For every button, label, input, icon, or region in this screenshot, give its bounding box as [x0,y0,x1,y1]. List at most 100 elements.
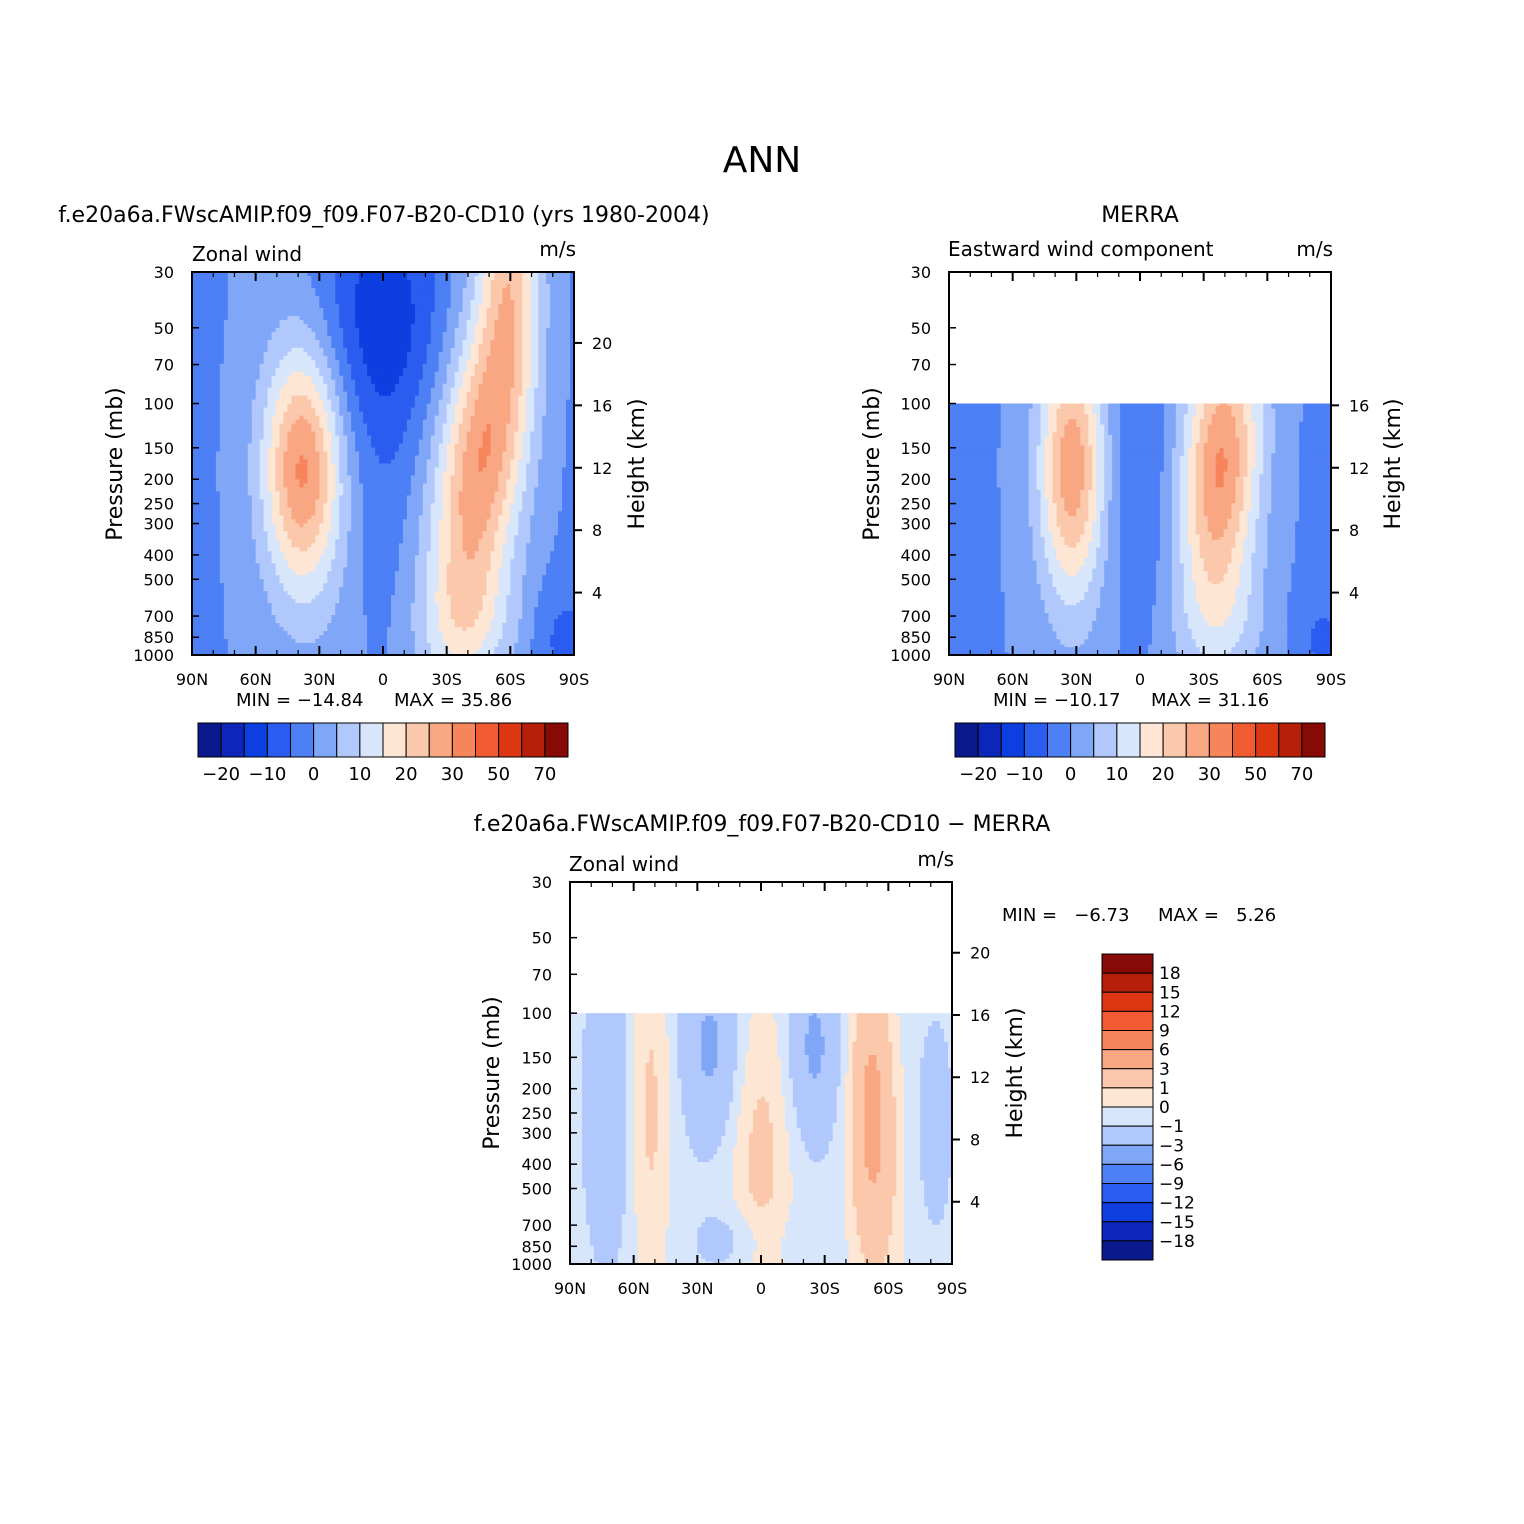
colorbar-label: −1 [1159,1117,1184,1137]
panel-2-ylabel: Pressure (mb) [860,387,885,541]
x-tick-label: 60S [873,1279,904,1298]
panel-1-title: f.e20a6a.FWscAMIP.f09_f09.F07-B20-CD10 (… [58,203,709,228]
colorbar-box [1101,1106,1154,1127]
y2-tick-label: 8 [970,1130,980,1149]
y-tick-label: 30 [154,263,174,282]
panel-3-units: m/s [917,847,954,871]
colorbar-box [1101,953,1154,974]
panel-1-ylabel: Pressure (mb) [103,387,128,541]
colorbar-box [1093,722,1118,758]
colorbar-box [1023,722,1048,758]
y-tick-label: 70 [911,356,931,375]
y-tick-label: 850 [143,628,174,647]
colorbar-box [1101,1010,1154,1031]
panel-2-y2label: Height (km) [1381,398,1406,529]
colorbar-label: 18 [1159,964,1181,984]
x-tick-label: 90N [933,670,965,689]
colorbar-box [405,722,430,758]
x-tick-label: 30N [303,670,335,689]
panel-2-max: MAX = 31.16 [1151,690,1269,711]
y-tick-label: 200 [900,470,931,489]
colorbar-label: 1 [1159,1079,1170,1099]
y-tick-label: 50 [911,319,931,338]
y2-tick-label: 12 [592,459,612,478]
x-tick-label: 60S [1252,670,1283,689]
panel-2-variable: Eastward wind component [948,237,1214,261]
x-tick-label: 60S [495,670,526,689]
panel-2-title: MERRA [1101,203,1179,228]
x-tick-label: 90N [554,1279,586,1298]
colorbar-box [382,722,407,758]
colorbar-box [498,722,523,758]
colorbar-label: 0 [1159,1098,1170,1118]
colorbar-box [1101,1087,1154,1108]
colorbar-box [475,722,500,758]
colorbar-label: 20 [1152,764,1175,785]
colorbar-box [1232,722,1257,758]
x-tick-label: 0 [1135,670,1145,689]
colorbar-box [1101,1030,1154,1051]
colorbar-label: −10 [248,764,286,785]
colorbar-label: 15 [1159,983,1181,1003]
y-tick-label: 150 [521,1048,552,1067]
colorbar-box [220,722,245,758]
y-tick-label: 50 [532,929,552,948]
colorbar-box [954,722,979,758]
y-tick-label: 30 [911,263,931,282]
colorbar-label: −20 [202,764,240,785]
y-tick-label: 500 [521,1179,552,1198]
y2-tick-label: 4 [592,584,602,603]
colorbar-box [521,722,546,758]
panel-2-min: MIN = −10.17 [993,690,1120,711]
panel-3-variable: Zonal wind [569,852,679,876]
y-tick-label: 1000 [511,1255,552,1274]
colorbar-label: 70 [533,764,556,785]
colorbar-label: −12 [1159,1194,1195,1214]
x-tick-label: 60N [997,670,1029,689]
y-tick-label: 400 [521,1155,552,1174]
y-tick-label: 250 [521,1104,552,1123]
panel-1-variable: Zonal wind [192,242,302,266]
y2-tick-label: 4 [970,1193,980,1212]
colorbar-box [243,722,268,758]
y-tick-label: 100 [900,395,931,414]
panel-1-y2label: Height (km) [625,398,650,529]
panel-1-colorbar: −20 −10 0 10 20 30 50 70 [197,722,569,785]
colorbar-label: −18 [1159,1232,1195,1252]
y-tick-label: 300 [143,514,174,533]
x-tick-label: 30S [431,670,462,689]
colorbar-box [1101,1144,1154,1165]
panel-3-plot: 3050701001502002503004005007008501000481… [511,873,990,1298]
colorbar-label: 0 [308,764,319,785]
colorbar-label: 50 [1244,764,1267,785]
colorbar-label: −6 [1159,1155,1184,1175]
colorbar-box [977,722,1002,758]
y-tick-label: 250 [900,495,931,514]
colorbar-label: −10 [1005,764,1043,785]
panel-3-ylabel: Pressure (mb) [480,996,505,1150]
y-tick-label: 300 [900,514,931,533]
y-tick-label: 700 [900,607,931,626]
y-tick-label: 150 [900,439,931,458]
figure-title: ANN [723,140,802,181]
contour-fill [192,272,574,655]
colorbar-box [1162,722,1187,758]
x-tick-label: 60N [240,670,272,689]
y-tick-label: 200 [143,470,174,489]
colorbar-box [1255,722,1280,758]
y-tick-label: 70 [532,965,552,984]
y-tick-label: 150 [143,439,174,458]
y2-tick-label: 16 [1349,396,1369,415]
y-tick-label: 850 [521,1237,552,1256]
y-tick-label: 250 [143,495,174,514]
colorbar-label: 50 [487,764,510,785]
colorbar-label: 12 [1159,1002,1181,1022]
y-tick-label: 700 [143,607,174,626]
colorbar-label: 30 [1198,764,1221,785]
x-tick-label: 60N [618,1279,650,1298]
y2-tick-label: 16 [592,396,612,415]
x-tick-label: 30N [681,1279,713,1298]
colorbar-box [1101,972,1154,993]
panel-1-max: MAX = 35.86 [394,690,512,711]
